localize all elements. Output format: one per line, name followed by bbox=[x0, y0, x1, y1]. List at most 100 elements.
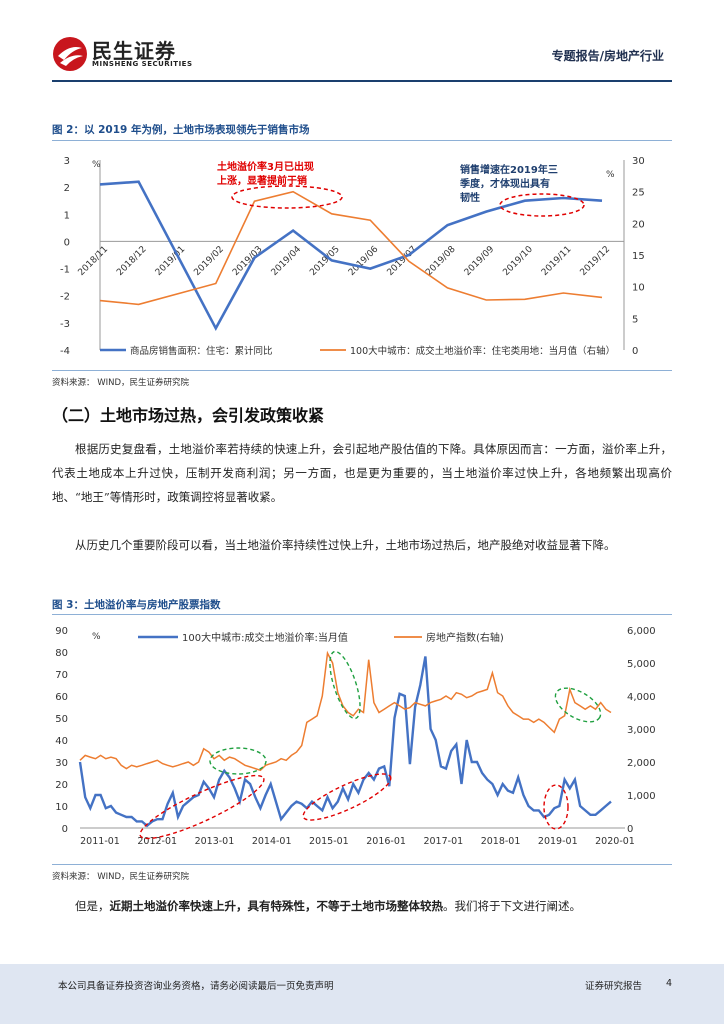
left-tick-label: 2 bbox=[64, 183, 70, 194]
x-tick-label: 2016-01 bbox=[366, 836, 406, 847]
minsheng-logo-icon bbox=[53, 37, 87, 71]
annotation-land-line1: 土地溢价率3月已出现 bbox=[217, 160, 314, 173]
figure2-caption: 图 2：以 2019 年为例，土地市场表现领先于销售市场 bbox=[52, 124, 310, 136]
brand-name-cn: 民生证券 bbox=[92, 39, 176, 63]
paragraph-1: 根据历史复盘看，土地溢价率若持续的快速上升，会引起地产股估值的下降。具体原因而言… bbox=[52, 442, 672, 504]
right-tick-label: 0 bbox=[627, 824, 633, 835]
right-tick-label: 25 bbox=[632, 188, 645, 199]
x-tick-label: 2019/09 bbox=[463, 244, 497, 278]
series-sales-line bbox=[99, 180, 603, 332]
page-header: 民生证券 MINSHENG SECURITIES 专题报告/房地产行业 bbox=[0, 0, 724, 80]
figure3-chart: 90 80 70 60 50 40 30 20 10 0 6,000 5,000 4,000 3,000 2… bbox=[55, 626, 656, 847]
left-tick-label: 20 bbox=[55, 780, 68, 791]
left-tick-label: -3 bbox=[60, 319, 70, 330]
x-tick-label: 2019/06 bbox=[347, 244, 381, 278]
right-tick-label: 3,000 bbox=[627, 725, 656, 736]
left-unit-label: % bbox=[92, 632, 101, 642]
annotation-land-line2: 上涨，显著提前于销 bbox=[217, 174, 307, 187]
legend-label-index: 房地产指数(右轴) bbox=[426, 631, 504, 644]
conclusion-tail: 。我们将于下文进行阐述。 bbox=[443, 899, 581, 913]
series-property-index-line bbox=[79, 650, 612, 772]
conclusion-lead: 但是， bbox=[75, 899, 110, 913]
annotation-sales-line1: 销售增速在2019年三 bbox=[460, 163, 558, 176]
x-tick-label: 2019/03 bbox=[231, 244, 265, 278]
highlight-ellipse-2015-index bbox=[329, 650, 361, 720]
left-tick-label: -2 bbox=[60, 292, 70, 303]
left-unit-label: % bbox=[92, 160, 101, 170]
footer-disclaimer: 本公司具备证券投资咨询业务资格，请务必阅读最后一页免责声明 bbox=[58, 981, 334, 992]
x-tick-label: 2011-01 bbox=[80, 836, 120, 847]
series-land-premium-line bbox=[99, 190, 603, 306]
right-tick-label: 5,000 bbox=[627, 659, 656, 670]
left-tick-label: 3 bbox=[64, 156, 70, 167]
conclusion-bold: 近期土地溢价率快速上升，具有特殊性，不等于土地市场整体较热 bbox=[109, 899, 444, 913]
left-tick-label: 90 bbox=[55, 626, 68, 637]
highlight-ellipse-2019 bbox=[543, 784, 569, 830]
brand-name-en: MINSHENG SECURITIES bbox=[92, 60, 193, 68]
right-tick-label: 2,000 bbox=[627, 758, 656, 769]
right-tick-label: 5 bbox=[632, 314, 638, 325]
right-tick-label: 0 bbox=[632, 346, 638, 357]
left-tick-label: -1 bbox=[60, 265, 70, 276]
left-tick-label: 10 bbox=[55, 802, 68, 813]
figure3-source: 资料来源： WIND，民生证券研究院 bbox=[52, 872, 190, 882]
figure2-top-rule bbox=[52, 140, 672, 141]
x-tick-label: 2019/08 bbox=[424, 244, 458, 278]
right-tick-label: 15 bbox=[632, 251, 645, 262]
highlight-ellipse-sales bbox=[499, 193, 585, 217]
footer-label: 证券研究报告 bbox=[584, 981, 642, 992]
x-tick-label: 2019/04 bbox=[270, 244, 304, 278]
left-tick-label: -4 bbox=[60, 346, 70, 357]
x-tick-label: 2019/12 bbox=[579, 244, 613, 278]
x-tick-label: 2019/11 bbox=[540, 244, 574, 278]
page-footer: 本公司具备证券投资咨询业务资格，请务必阅读最后一页免责声明 证券研究报告 4 bbox=[0, 964, 724, 1024]
x-tick-label: 2012-01 bbox=[137, 836, 177, 847]
left-tick-label: 1 bbox=[64, 210, 70, 221]
highlight-ellipse-2019-index bbox=[554, 687, 602, 723]
page-number: 4 bbox=[665, 978, 672, 989]
x-tick-label: 2020-01 bbox=[595, 836, 635, 847]
left-tick-label: 0 bbox=[64, 237, 70, 248]
legend-label-land: 100大中城市：成交土地溢价率：住宅类用地：当月值（右轴） bbox=[350, 345, 615, 357]
x-tick-label: 2019-01 bbox=[538, 836, 578, 847]
left-tick-label: 50 bbox=[55, 714, 68, 725]
annotation-sales-line2: 季度，才体现出具有 bbox=[459, 177, 550, 190]
right-tick-label: 30 bbox=[632, 156, 645, 167]
right-tick-label: 10 bbox=[632, 283, 645, 294]
x-tick-label: 2013-01 bbox=[195, 836, 235, 847]
right-tick-label: 1,000 bbox=[627, 791, 656, 802]
highlight-ellipse-land bbox=[231, 185, 343, 209]
x-tick-label: 2015-01 bbox=[309, 836, 349, 847]
left-tick-label: 30 bbox=[55, 758, 68, 769]
header-divider bbox=[52, 80, 672, 82]
left-tick-label: 40 bbox=[55, 736, 68, 747]
right-tick-label: 4,000 bbox=[627, 692, 656, 703]
x-tick-label: 2014-01 bbox=[252, 836, 292, 847]
left-tick-label: 80 bbox=[55, 648, 68, 659]
figure3-top-rule bbox=[52, 614, 672, 615]
figure3-bottom-rule bbox=[52, 864, 672, 865]
x-tick-label: 2018/11 bbox=[77, 244, 111, 278]
x-tick-label: 2018/12 bbox=[115, 244, 149, 278]
section-title: （二）土地市场过热，会引发政策收紧 bbox=[52, 406, 325, 425]
x-tick-label: 2017-01 bbox=[423, 836, 463, 847]
left-tick-label: 0 bbox=[62, 824, 68, 835]
left-tick-label: 60 bbox=[55, 692, 68, 703]
right-tick-label: 6,000 bbox=[627, 626, 656, 637]
x-tick-label: 2018-01 bbox=[481, 836, 521, 847]
highlight-ellipse-2013 bbox=[139, 774, 265, 840]
right-tick-label: 20 bbox=[632, 219, 645, 230]
legend-label-sales: 商品房销售面积：住宅：累计同比 bbox=[130, 345, 273, 357]
annotation-sales-line3: 韧性 bbox=[460, 191, 480, 204]
right-unit-label: % bbox=[606, 170, 615, 180]
x-tick-label: 2019/10 bbox=[501, 244, 535, 278]
legend-label-land: 100大中城市:成交土地溢价率:当月值 bbox=[182, 631, 348, 644]
x-tick-label: 2019/01 bbox=[154, 244, 188, 278]
left-tick-label: 70 bbox=[55, 670, 68, 681]
conclusion-paragraph: 但是，近期土地溢价率快速上升，具有特殊性，不等于土地市场整体较热。我们将于下文进… bbox=[52, 894, 672, 918]
figure2-bottom-rule bbox=[52, 370, 672, 371]
highlight-ellipse-2015 bbox=[302, 773, 392, 821]
figure2-source: 资料来源： WIND，民生证券研究院 bbox=[52, 378, 190, 388]
figure3-caption: 图 3：土地溢价率与房地产股票指数 bbox=[52, 599, 221, 611]
